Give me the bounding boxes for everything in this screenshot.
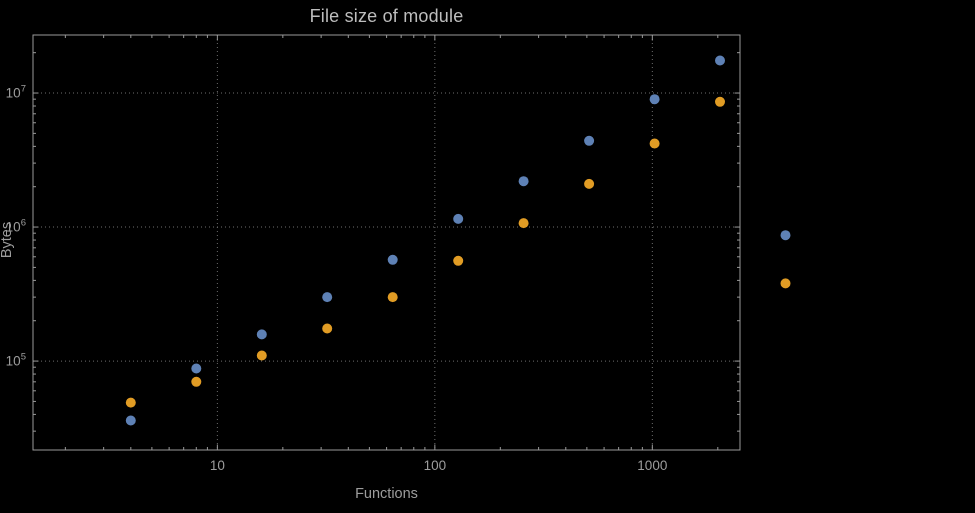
axis-ticks xyxy=(33,35,740,450)
data-point-series-2-orange xyxy=(584,178,595,189)
data-point-series-1-blue xyxy=(649,94,660,105)
data-point-series-2-orange xyxy=(387,292,398,303)
data-point-series-1-blue xyxy=(191,363,202,374)
y-tick-label: 107 xyxy=(6,84,26,101)
y-tick-label: 105 xyxy=(6,352,26,369)
data-point-series-1-blue xyxy=(715,55,725,66)
x-tick-label: 10 xyxy=(210,458,225,473)
data-point-series-1-blue xyxy=(584,135,595,146)
data-point-series-1-blue xyxy=(387,254,398,265)
data-point-series-1-blue xyxy=(256,329,267,340)
chart-title: File size of module xyxy=(309,6,464,26)
data-point-series-2-orange xyxy=(780,278,791,289)
data-points xyxy=(125,55,791,426)
data-point-series-2-orange xyxy=(518,218,529,229)
data-point-series-2-orange xyxy=(453,255,464,266)
data-point-series-2-orange xyxy=(649,138,660,149)
data-point-series-1-blue xyxy=(780,230,791,241)
plot-frame xyxy=(32,34,741,451)
x-tick-label: 100 xyxy=(424,458,447,473)
data-point-series-1-blue xyxy=(125,415,136,426)
data-point-series-1-blue xyxy=(322,292,333,303)
data-point-series-2-orange xyxy=(191,376,202,387)
gridlines xyxy=(33,35,740,450)
y-tick-label: 106 xyxy=(6,218,26,235)
data-point-series-2-orange xyxy=(715,96,725,107)
axis-tick-labels: 10 100 1000 105 106 107 xyxy=(6,84,668,473)
data-point-series-2-orange xyxy=(322,323,333,334)
data-point-series-2-orange xyxy=(125,397,136,408)
x-axis-label: Functions xyxy=(355,486,418,502)
data-point-series-1-blue xyxy=(453,213,464,224)
data-point-series-1-blue xyxy=(518,176,529,187)
x-tick-label: 1000 xyxy=(637,458,667,473)
data-point-series-2-orange xyxy=(256,350,267,361)
